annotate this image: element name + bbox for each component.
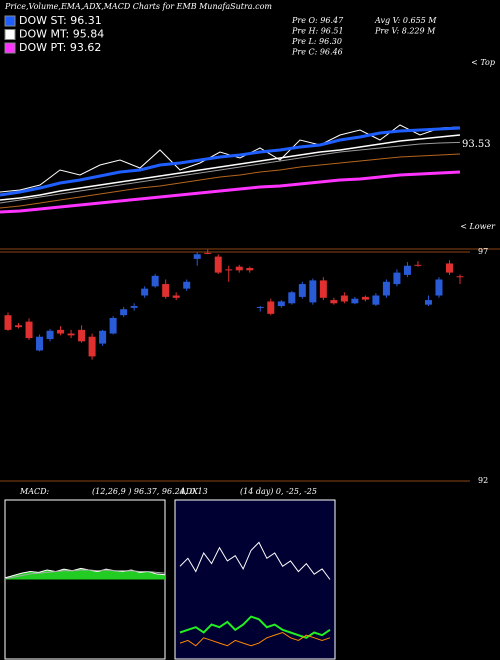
candle-body [183,281,191,289]
candle-body [267,301,275,314]
candle-body [46,330,54,340]
quote-text: Avg V: 0.655 M [374,16,437,25]
candle-body [330,300,338,304]
candle-body [372,295,380,305]
candle-body [361,296,369,300]
candle-body [319,280,327,298]
quote-text: Pre H: 96.51 [291,27,344,36]
candle-body [309,280,317,303]
candle-body [340,295,348,302]
candle-body [225,269,233,271]
candle-body [172,295,180,298]
legend-swatch [4,15,16,27]
candle-body [88,336,96,357]
candle-body [414,264,422,266]
ema-line [0,141,461,204]
candle-body [36,336,44,351]
candle-body [424,300,432,305]
adx-line [179,631,331,647]
panel-label: < Top [471,58,495,67]
candle-body [403,265,411,275]
macd-line [4,567,166,579]
quote-text: Pre L: 96.30 [291,37,342,46]
macd-area [5,568,165,580]
panel-title: MACD: [19,487,50,496]
ema-line [0,126,461,197]
candle-body [109,317,117,334]
adx-line [179,541,331,580]
page-title: Price,Volume,EMA,ADX,MACD Charts for EMB… [4,2,272,11]
y-tick-label: 92 [478,476,488,485]
ema-line [0,134,461,201]
legend-label: DOW ST: 96.31 [19,14,102,27]
legend-label: DOW MT: 95.84 [19,28,104,41]
candle-body [78,329,86,342]
panel-subtitle: (14 day) 0, -25, -25 [240,487,317,496]
candle-body [4,315,12,330]
quote-text: Pre O: 96.47 [291,16,344,25]
candle-body [151,275,159,287]
candle-body [435,279,443,296]
legend-swatch [4,42,16,54]
legend-swatch [4,29,16,40]
last-value-label: 93.53 [462,139,491,150]
candle-body [235,266,243,271]
candle-body [25,321,33,339]
ema-line [0,153,461,209]
quote-text: Pre V: 8.229 M [374,27,436,36]
candle-body [193,254,201,259]
candle-body [298,284,306,297]
candle-body [57,329,65,334]
macd-line [4,569,166,580]
candle-body [456,276,464,278]
candle-body [214,256,222,273]
panel-subtitle: (12,26,9 ) 96.37, 96.24, 0.13 [92,487,208,496]
candle-body [120,309,128,316]
candle-body [15,325,23,328]
candle-body [141,288,149,296]
candle-body [256,306,264,308]
candle-body [288,292,296,304]
panel-frame [174,499,336,660]
candle-body [162,284,170,297]
candle-body [246,268,254,271]
panel-title: ADX [179,487,198,496]
legend-label: DOW PT: 93.62 [19,41,101,54]
candle-body [351,298,359,304]
ema-line [0,170,461,214]
candle-body [445,263,453,273]
candle-body [67,333,75,336]
panel-label: < Lower [460,222,496,231]
candle-body [204,252,212,254]
candle-body [99,330,107,344]
adx-line [179,615,331,639]
candle-body [277,301,285,307]
candle-body [130,306,138,308]
quote-text: Pre C: 96.46 [291,48,343,57]
candle-body [393,272,401,285]
candle-body [382,281,390,296]
y-tick-label: 97 [478,247,488,256]
